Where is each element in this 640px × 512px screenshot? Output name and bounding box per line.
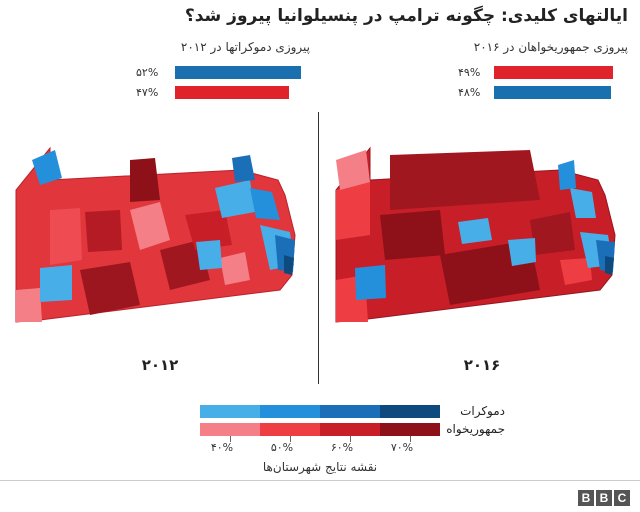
legend-tick-label-40: ۴۰% xyxy=(210,441,234,454)
legend-tick-label-60: ۶۰% xyxy=(330,441,354,454)
left-bar-republican-label: ۴۷% xyxy=(136,86,159,99)
right-bar-democrat-label: ۴۸% xyxy=(458,86,481,99)
legend-red-2 xyxy=(260,423,320,436)
bbc-logo-letter: B xyxy=(578,490,594,506)
legend-tick xyxy=(290,436,291,442)
legend-blue-3 xyxy=(320,405,380,418)
left-bar-democrat-label: ۵۲% xyxy=(136,66,159,79)
year-label-2012: ۲۰۱۲ xyxy=(141,356,179,374)
legend-blue-4 xyxy=(380,405,440,418)
legend-tick xyxy=(230,436,231,442)
bbc-logo-letter: C xyxy=(614,490,630,506)
legend-red-1 xyxy=(200,423,260,436)
panel-divider xyxy=(318,112,319,384)
legend-tick-label-50: ۵۰% xyxy=(270,441,294,454)
legend-republicans-label: جمهوریخواه xyxy=(446,422,505,436)
pennsylvania-map-2012 xyxy=(15,146,296,323)
pennsylvania-map-2016 xyxy=(335,146,616,323)
right-bar-democrat xyxy=(494,86,611,99)
legend-tick xyxy=(410,436,411,442)
bbc-logo-letter: B xyxy=(596,490,612,506)
footer-rule xyxy=(0,480,640,481)
legend-caption: نقشه نتایج شهرستان‌ها xyxy=(262,460,378,474)
right-subtitle: پیروزی جمهوریخواهان در ۲۰۱۶ xyxy=(473,40,628,54)
chart-title: ایالتهای کلیدی: چگونه ترامپ در پنسیلوانی… xyxy=(184,6,628,26)
left-bar-republican xyxy=(175,86,289,99)
right-bar-republican xyxy=(494,66,613,79)
legend-blue-2 xyxy=(260,405,320,418)
legend-tick xyxy=(350,436,351,442)
right-bar-republican-label: ۴۹% xyxy=(458,66,481,79)
legend-red-4 xyxy=(380,423,440,436)
left-subtitle: پیروزی دموکراتها در ۲۰۱۲ xyxy=(180,40,310,54)
left-bar-democrat xyxy=(175,66,301,79)
legend-tick-label-70: ۷۰% xyxy=(390,441,414,454)
legend-blue-1 xyxy=(200,405,260,418)
legend-red-3 xyxy=(320,423,380,436)
year-label-2016: ۲۰۱۶ xyxy=(463,356,501,374)
bbc-logo: B B C xyxy=(578,490,630,506)
legend-democrats-label: دموکرات xyxy=(460,404,505,418)
